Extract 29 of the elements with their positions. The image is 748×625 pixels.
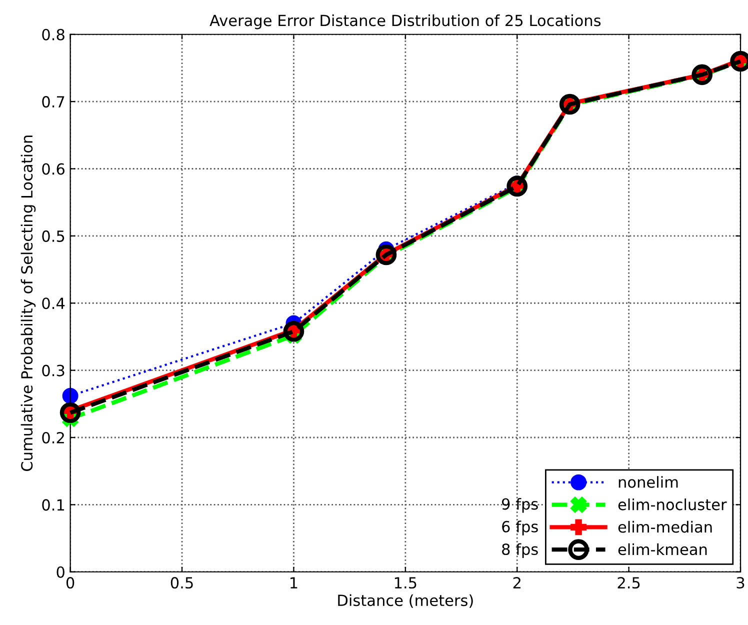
point <box>60 402 81 424</box>
x-tick-label: 0.5 <box>170 577 193 589</box>
y-tick-label: 0.4 <box>42 298 65 310</box>
point <box>62 388 78 404</box>
y-tick-label: 0 <box>56 566 64 578</box>
legend-label: elim-nocluster <box>618 498 727 510</box>
chart-title: Average Error Distance Distribution of 25 Locations <box>210 14 601 30</box>
y-tick-label: 0.2 <box>42 432 64 444</box>
x-tick-label: 3 <box>736 577 744 589</box>
annotation: 9 fps <box>502 498 538 513</box>
legend-label: elim-median <box>618 520 712 533</box>
y-tick-label: 0.8 <box>42 28 64 40</box>
x-tick-label: 2 <box>513 577 520 588</box>
y-tick-label: 0.6 <box>42 163 64 175</box>
x-tick-label: 1 <box>290 577 298 588</box>
legend-label: elim-kmean <box>618 543 707 556</box>
x-tick-label: 0 <box>66 577 74 589</box>
y-tick-label: 0.1 <box>42 499 64 511</box>
point <box>283 320 304 342</box>
y-tick-label: 0.5 <box>42 230 64 242</box>
x-tick-label: 2.5 <box>618 577 640 589</box>
y-tick-label: 0.3 <box>42 364 64 376</box>
legend-label: nonelim <box>618 476 678 488</box>
x-axis-title: Distance (meters) <box>338 594 473 608</box>
y-tick-label: 0.7 <box>42 96 64 108</box>
y-axis-title: Cumulative Probability of Selecting Location <box>20 136 36 472</box>
x-tick-label: 1.5 <box>394 577 416 589</box>
annotation: 6 fps <box>502 520 538 536</box>
annotation: 8 fps <box>502 543 538 558</box>
